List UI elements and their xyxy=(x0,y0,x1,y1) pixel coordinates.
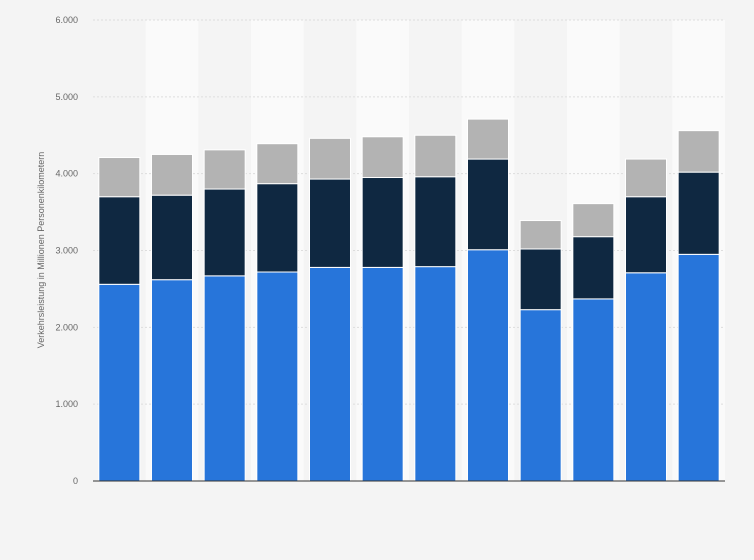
y-axis-title: Verkehrsleistung in Millionen Personenki… xyxy=(36,152,46,349)
y-tick-label: 4.000 xyxy=(55,169,78,179)
bar-segment-series-3[interactable] xyxy=(414,134,457,178)
bar-segment-series-2[interactable] xyxy=(414,176,457,268)
y-tick-label: 3.000 xyxy=(55,246,78,256)
bar-segment-series-3[interactable] xyxy=(572,203,615,238)
bar-segment-series-2[interactable] xyxy=(361,177,404,268)
bar-segment-series-1[interactable] xyxy=(151,279,193,482)
bar-segment-series-1[interactable] xyxy=(414,266,457,482)
bar-segment-series-2[interactable] xyxy=(625,196,667,274)
y-tick-label: 0 xyxy=(73,476,78,486)
bar-segment-series-1[interactable] xyxy=(572,298,615,482)
y-tick-label: 6.000 xyxy=(55,15,78,25)
bar-segment-series-3[interactable] xyxy=(203,149,246,190)
bar-segment-series-1[interactable] xyxy=(467,249,509,482)
bar-segment-series-2[interactable] xyxy=(572,236,615,300)
bar-segment-series-3[interactable] xyxy=(98,157,141,198)
bar-segment-series-1[interactable] xyxy=(309,266,351,482)
bar-segment-series-1[interactable] xyxy=(98,283,141,482)
bar-segment-series-1[interactable] xyxy=(519,309,562,482)
bar-segment-series-1[interactable] xyxy=(203,275,246,482)
bar-segment-series-1[interactable] xyxy=(361,266,404,482)
bar-segment-series-1[interactable] xyxy=(625,272,667,482)
bar-segment-series-3[interactable] xyxy=(309,137,351,180)
y-tick-labels: 0 1.000 2.000 3.000 4.000 5.000 6.000 xyxy=(55,15,78,486)
bar-segment-series-3[interactable] xyxy=(467,118,509,160)
bar-segment-series-3[interactable] xyxy=(256,143,299,185)
bar-segment-series-2[interactable] xyxy=(309,178,351,268)
bar-segment-series-2[interactable] xyxy=(519,248,562,311)
bar-segment-series-3[interactable] xyxy=(519,220,562,250)
bar-segment-series-2[interactable] xyxy=(98,196,141,285)
bar-segment-series-2[interactable] xyxy=(467,158,509,251)
bar-segment-series-2[interactable] xyxy=(203,188,246,277)
bar-segment-series-3[interactable] xyxy=(151,153,193,196)
bar-segment-series-2[interactable] xyxy=(151,194,193,281)
bars xyxy=(98,118,720,482)
bar-segment-series-3[interactable] xyxy=(625,158,667,198)
bar-segment-series-3[interactable] xyxy=(677,130,720,173)
y-tick-label: 5.000 xyxy=(55,92,78,102)
bar-segment-series-2[interactable] xyxy=(256,183,299,273)
bar-segment-series-2[interactable] xyxy=(677,171,720,255)
grid-lines xyxy=(93,19,725,405)
bar-segment-series-3[interactable] xyxy=(361,136,404,179)
y-tick-label: 2.000 xyxy=(55,322,78,332)
bar-segment-series-1[interactable] xyxy=(677,253,720,482)
y-tick-label: 1.000 xyxy=(55,399,78,409)
bar-segment-series-1[interactable] xyxy=(256,271,299,482)
